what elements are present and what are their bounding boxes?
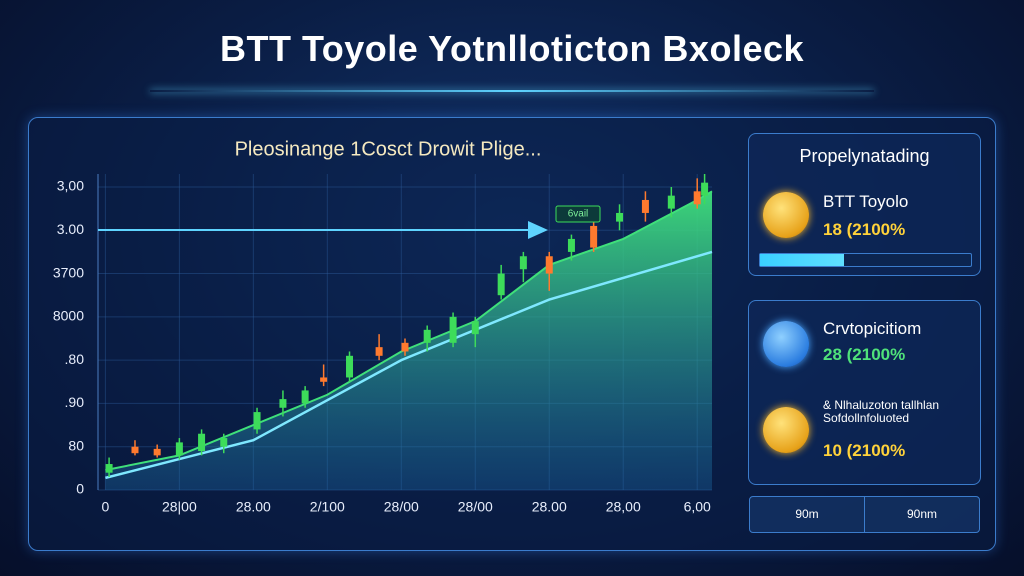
asset-name: BTT Toyolo: [823, 192, 909, 211]
candle-body: [198, 433, 206, 452]
candle-body: [175, 442, 183, 456]
candle-body: [375, 347, 383, 356]
y-tick-label: 3.00: [57, 221, 84, 237]
y-tick-label: 3,00: [57, 178, 84, 194]
candle-body: [320, 377, 328, 382]
candle-body: [220, 438, 228, 447]
candle-body: [401, 342, 409, 352]
coin-icon: [763, 192, 809, 238]
coin-icon: [763, 407, 809, 453]
area-line: [105, 190, 713, 472]
y-tick-label: .90: [65, 394, 85, 410]
annotation-box: [555, 205, 601, 223]
progress-bar: [760, 254, 845, 266]
page-title: BTT Toyole Yotnlloticton Bxoleck: [219, 28, 805, 69]
candle-body: [153, 448, 161, 456]
candle-body: [701, 182, 709, 196]
candle-body: [693, 191, 701, 205]
annotation: 6vail: [568, 209, 589, 220]
candle-body: [471, 321, 479, 335]
progress-track: [759, 253, 972, 267]
asset-name: Crvtopicitiom: [823, 319, 922, 338]
candle-body: [131, 446, 139, 454]
x-tick-label: 28/00: [458, 499, 493, 515]
x-tick-label: 28.00: [236, 499, 271, 515]
divider: [150, 90, 874, 92]
trading-card: Propelynatading BTT Toyolo 18 (2100%: [748, 133, 981, 276]
x-tick-label: 28.00: [532, 499, 567, 515]
card-title: Propelynatading: [799, 146, 930, 166]
trend-line: [105, 250, 713, 480]
x-tick-label: 6,00: [684, 499, 711, 515]
y-tick-label: 0: [76, 481, 84, 497]
candle-body: [641, 199, 649, 213]
assets-card: Crvtopicitiom 28 (2100% & Nlhaluzoton ta…: [748, 300, 981, 485]
candle-body: [449, 316, 457, 343]
candle-body: [279, 399, 287, 408]
candle-body: [519, 256, 527, 270]
candle-body: [423, 329, 431, 343]
candle-body: [301, 390, 309, 404]
candle-body: [667, 195, 675, 209]
candle-body: [545, 256, 553, 274]
candle-body: [567, 238, 575, 252]
asset-change: 10 (2100%: [823, 441, 906, 460]
asset-change: 18 (2100%: [823, 220, 906, 239]
x-tick-label: 28,00: [606, 499, 641, 515]
candle-body: [590, 225, 598, 248]
x-tick-label: 28|00: [162, 499, 197, 515]
area: [105, 191, 713, 490]
x-tick-label: 0: [101, 499, 109, 515]
arrow-head: [528, 221, 548, 239]
y-tick-label: 80: [68, 437, 84, 453]
y-tick-label: 8000: [53, 308, 84, 324]
y-tick-label: 3700: [53, 264, 84, 280]
button[interactable]: 90nm: [864, 496, 980, 533]
asset-name: & Nlhaluzoton tallhlan Sofdollnfoluoted: [823, 398, 940, 425]
y-tick-label: .80: [65, 351, 85, 367]
chart-title: Pleosinange 1Cosct Drowit Plige...: [235, 138, 542, 160]
candle-body: [616, 212, 624, 222]
coin-icon: [763, 321, 809, 367]
button[interactable]: 90m: [749, 496, 865, 533]
candle-body: [346, 355, 354, 378]
candle-body: [497, 273, 505, 296]
x-tick-label: 28/00: [384, 499, 419, 515]
candle-body: [253, 412, 261, 430]
asset-change: 28 (2100%: [823, 345, 906, 364]
x-tick-label: 2/100: [310, 499, 345, 515]
candle-body: [105, 464, 113, 473]
